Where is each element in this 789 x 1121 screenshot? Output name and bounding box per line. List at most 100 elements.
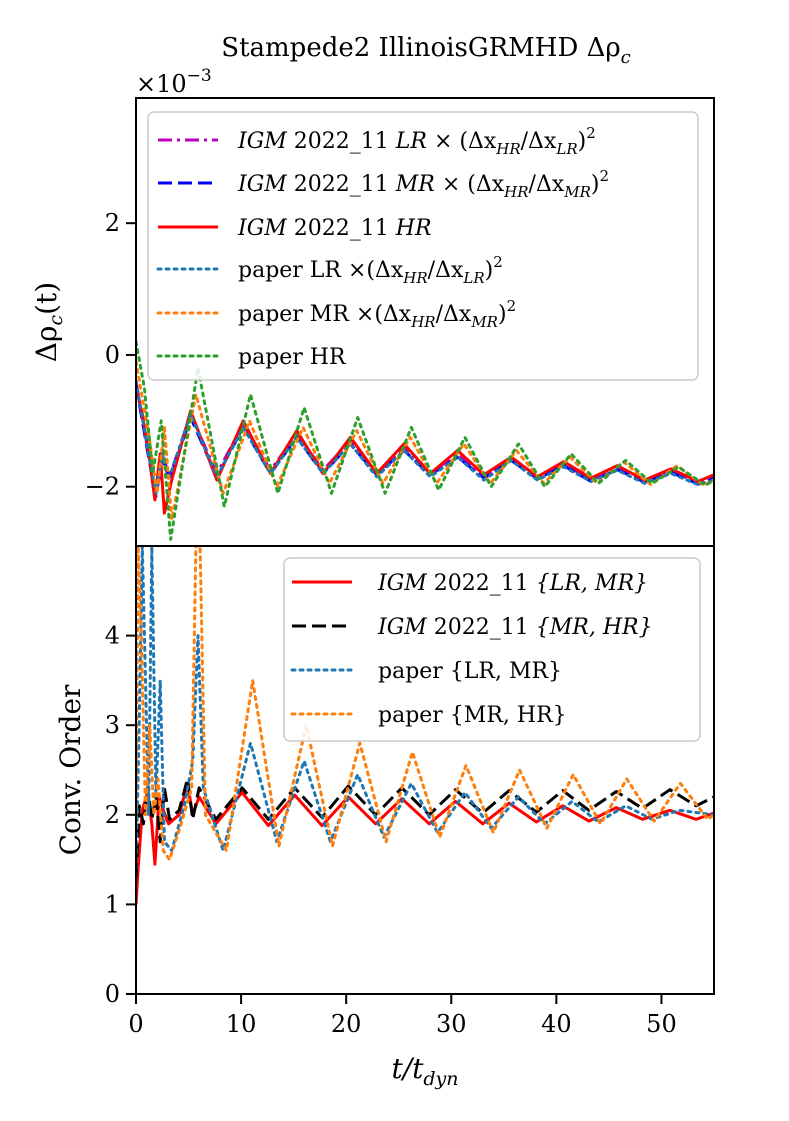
top-plot-lines: [136, 340, 714, 541]
x-tick-label-3: 30: [436, 1010, 467, 1038]
legend-2-res: HR: [395, 216, 432, 241]
legend-4-s2: MR: [470, 313, 498, 331]
top-legend-item-3: paper LR ×(ΔxHR/ΔxLR)2: [156, 253, 503, 287]
bottom-plot-frame: [135, 545, 715, 995]
bottom-legend: IGM 2022_11 {LR, MR} IGM 2022_11 {MR, HR…: [283, 557, 701, 742]
top-legend-label-4: paper MR ×(ΔxHR/ΔxMR)2: [238, 297, 516, 331]
top-legend-label-1: IGM 2022_11 MR × (ΔxHR/ΔxMR)2: [237, 167, 609, 201]
legend-1-exp: 2: [600, 167, 610, 185]
top-legend-item-4: paper MR ×(ΔxHR/ΔxMR)2: [156, 297, 516, 331]
legend-0-res: LR: [395, 129, 427, 154]
top-y-label-tail: (t): [30, 282, 63, 315]
y-tick-label-0-0: −2: [85, 473, 120, 501]
legend-0-op: × (Δx: [427, 129, 497, 154]
y-tick-label-1-0: 0: [105, 980, 120, 1008]
top-y-label-main: Δρ: [30, 326, 63, 363]
b-legend-1-res: {MR, HR}: [536, 615, 653, 640]
x-label-main: t/t: [391, 1052, 424, 1085]
x-tick-label-1: 10: [226, 1010, 257, 1038]
legend-3-exp: 2: [493, 253, 503, 271]
bottom-legend-label-3: paper {MR, HR}: [378, 703, 567, 728]
legend-3-sep: /Δx: [428, 258, 464, 283]
b-legend-1-mid: 2022_11: [427, 615, 536, 640]
top-y-axis-label: Δρc(t): [30, 282, 67, 362]
y-tick-label-1-4: 4: [105, 622, 120, 650]
top-legend-label-5: paper HR: [238, 345, 347, 370]
top-series-line-2: [136, 387, 714, 515]
legend-4-close: ): [498, 302, 507, 327]
legend-2-mid: 2022_11: [287, 216, 396, 241]
bottom-legend-item-1: IGM 2022_11 {MR, HR}: [292, 615, 653, 640]
legend-0-s2: LR: [555, 140, 577, 158]
bottom-legend-label-2: paper {LR, MR}: [378, 659, 562, 684]
legend-1-s1: HR: [503, 183, 528, 201]
top-y-label-sub: c: [45, 315, 67, 326]
legend-4-pre: paper MR ×(Δx: [238, 302, 412, 327]
legend-2-pre: IGM: [237, 216, 287, 241]
b-legend-0-mid: 2022_11: [427, 571, 536, 596]
b-legend-1-pre: IGM: [377, 615, 427, 640]
legend-1-mid: 2022_11: [287, 172, 396, 197]
y-tick-label-0-2: 2: [105, 209, 120, 237]
top-legend-box: [147, 111, 699, 381]
legend-3-close: ): [485, 258, 494, 283]
bottom-plot-lines: [136, 546, 714, 905]
top-legend-item-5: paper HR: [156, 345, 347, 370]
top-y-ticks: −2 0 2: [85, 209, 136, 501]
legend-1-op: × (Δx: [435, 172, 505, 197]
bottom-legend-label-1: IGM 2022_11 {MR, HR}: [377, 615, 653, 640]
bottom-legend-item-3: paper {MR, HR}: [290, 703, 567, 728]
y-tick-label-1-3: 3: [105, 711, 120, 739]
bottom-legend-box: [283, 557, 701, 742]
legend-3-s1: HR: [402, 269, 427, 287]
y-tick-label-1-1: 1: [105, 890, 120, 918]
legend-1-res: MR: [395, 172, 435, 197]
bottom-y-axis-label: Conv. Order: [54, 684, 87, 855]
x-tick-label-4: 40: [541, 1010, 572, 1038]
legend-4-s1: HR: [410, 313, 435, 331]
legend-1-s2: MR: [563, 183, 591, 201]
top-legend-label-3: paper LR ×(ΔxHR/ΔxLR)2: [238, 253, 503, 287]
legend-4-exp: 2: [507, 297, 517, 315]
top-legend-item-0: IGM 2022_11 LR × (ΔxHR/ΔxLR)2: [158, 124, 596, 158]
bottom-legend-item-0: IGM 2022_11 {LR, MR}: [292, 571, 648, 596]
x-tick-label-5: 50: [646, 1010, 677, 1038]
legend-0-pre: IGM: [237, 129, 287, 154]
y-tick-label-1-2: 2: [105, 801, 120, 829]
top-legend: IGM 2022_11 LR × (ΔxHR/ΔxLR)2 IGM 2022_1…: [147, 111, 699, 381]
legend-1-pre: IGM: [237, 172, 287, 197]
y-scale-label: ×10−3: [136, 66, 212, 98]
top-legend-item-1: IGM 2022_11 MR × (ΔxHR/ΔxMR)2: [158, 167, 609, 201]
y-scale-base: ×10: [136, 70, 187, 98]
bottom-series-line-3: [136, 546, 714, 862]
top-legend-label-0: IGM 2022_11 LR × (ΔxHR/ΔxLR)2: [237, 124, 596, 158]
legend-0-mid: 2022_11: [287, 129, 396, 154]
chart-title-main: Stampede2 IllinoisGRMHD Δρ: [221, 33, 620, 63]
legend-4-sep: /Δx: [436, 302, 472, 327]
x-label-sub: dyn: [423, 1068, 458, 1090]
top-legend-item-2: IGM 2022_11 HR: [158, 216, 432, 241]
legend-1-close: ): [591, 172, 600, 197]
y-scale-exp: −3: [187, 66, 212, 86]
legend-0-s1: HR: [495, 140, 520, 158]
top-legend-label-2: IGM 2022_11 HR: [237, 216, 432, 241]
chart-title: Stampede2 IllinoisGRMHD Δρc: [221, 33, 630, 68]
top-series-line-3: [136, 379, 714, 495]
x-tick-label-0: 0: [128, 1010, 143, 1038]
top-series-line-1: [136, 384, 714, 499]
bottom-series-line-0: [136, 781, 714, 905]
legend-5-pre: paper HR: [238, 345, 347, 370]
b-legend-0-res: {LR, MR}: [536, 571, 648, 596]
legend-3-s2: LR: [462, 269, 484, 287]
legend-0-close: ): [578, 129, 587, 154]
legend-1-sep: /Δx: [529, 172, 565, 197]
chart-title-sub: c: [621, 47, 631, 68]
legend-0-sep: /Δx: [521, 129, 557, 154]
bottom-legend-label-0: IGM 2022_11 {LR, MR}: [377, 571, 648, 596]
x-axis-label: t/tdyn: [391, 1052, 458, 1090]
legend-3-pre: paper LR ×(Δx: [238, 258, 404, 283]
y-tick-label-0-1: 0: [105, 341, 120, 369]
x-tick-label-2: 20: [331, 1010, 362, 1038]
